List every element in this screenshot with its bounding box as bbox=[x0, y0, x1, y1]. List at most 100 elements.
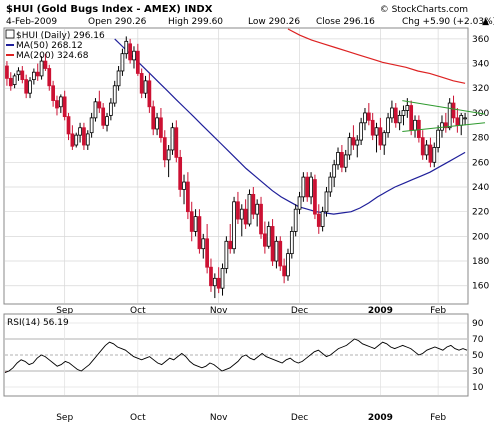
chg-up-arrow-icon: ▲ bbox=[482, 17, 489, 27]
candle bbox=[424, 144, 429, 156]
summary-low: Low 290.26 bbox=[248, 17, 300, 27]
candle bbox=[347, 137, 352, 156]
candle bbox=[47, 68, 52, 87]
candle bbox=[447, 102, 452, 129]
rsi-x-tick-Feb: Feb bbox=[430, 413, 446, 423]
candle bbox=[155, 117, 159, 130]
price-y-tick-260: 260 bbox=[472, 158, 489, 168]
candle bbox=[224, 240, 229, 269]
candle bbox=[43, 60, 48, 69]
candle bbox=[32, 71, 36, 81]
candle bbox=[351, 137, 356, 146]
candle bbox=[263, 233, 267, 247]
price-x-tick-Feb: Feb bbox=[430, 306, 446, 316]
candle bbox=[340, 152, 344, 168]
price-x-tick-Sep: Sep bbox=[56, 306, 73, 316]
candle bbox=[320, 211, 325, 227]
trendline-1 bbox=[402, 122, 486, 132]
summary-chg: Chg +5.90 (+2.03%) bbox=[402, 17, 494, 27]
candle bbox=[170, 127, 175, 151]
candle bbox=[132, 50, 136, 61]
candle bbox=[239, 208, 244, 220]
candle bbox=[374, 127, 379, 136]
candle bbox=[413, 119, 417, 131]
candle bbox=[197, 216, 202, 250]
candle bbox=[186, 181, 190, 213]
summary-close: Close 296.16 bbox=[316, 17, 375, 27]
candle bbox=[382, 132, 387, 146]
candle bbox=[128, 43, 132, 61]
candle bbox=[359, 122, 363, 141]
candle bbox=[109, 102, 113, 116]
price-x-tick-Nov: Nov bbox=[210, 306, 228, 316]
candle bbox=[278, 240, 283, 267]
rsi-y-tick-70: 70 bbox=[472, 335, 484, 345]
rsi-y-tick-90: 90 bbox=[472, 319, 484, 329]
candle bbox=[401, 110, 406, 116]
candle bbox=[70, 133, 75, 147]
candle bbox=[20, 70, 25, 81]
summary-high: High 299.60 bbox=[168, 17, 223, 27]
rsi-series bbox=[4, 338, 468, 374]
candle bbox=[105, 116, 109, 126]
candle bbox=[112, 85, 117, 104]
candle bbox=[120, 53, 125, 72]
candle bbox=[201, 238, 206, 250]
candle bbox=[247, 193, 252, 225]
candle bbox=[324, 191, 329, 213]
candle bbox=[212, 277, 217, 287]
candle bbox=[440, 122, 444, 131]
candle bbox=[93, 101, 98, 119]
candle bbox=[209, 266, 213, 287]
candle bbox=[89, 117, 94, 134]
candle bbox=[309, 176, 313, 198]
price-panel bbox=[3, 27, 469, 305]
candle bbox=[443, 122, 448, 129]
candle bbox=[205, 238, 209, 268]
candle bbox=[12, 75, 17, 85]
candle bbox=[8, 77, 13, 87]
candle bbox=[228, 240, 233, 250]
candle bbox=[220, 268, 225, 289]
summary-open: Open 290.26 bbox=[88, 17, 147, 27]
candle bbox=[451, 102, 456, 119]
price-y-tick-240: 240 bbox=[472, 183, 489, 193]
candle bbox=[16, 70, 21, 76]
rsi-x-tick-Oct: Oct bbox=[130, 413, 146, 423]
ma200-line bbox=[287, 28, 466, 84]
candle bbox=[286, 253, 290, 277]
candle bbox=[343, 154, 348, 168]
candle bbox=[355, 139, 360, 146]
candle bbox=[436, 129, 440, 148]
candle bbox=[266, 226, 271, 247]
candle bbox=[55, 100, 59, 109]
candle bbox=[232, 201, 236, 250]
candle bbox=[316, 213, 321, 227]
candle bbox=[243, 208, 248, 225]
rsi-x-tick-Sep: Sep bbox=[56, 413, 73, 423]
legend-ma200: MA(200) 324.68 bbox=[16, 51, 89, 61]
price-x-tick-2009: 2009 bbox=[368, 306, 393, 316]
candle bbox=[270, 226, 275, 262]
candle bbox=[332, 164, 337, 178]
price-x-tick-Oct: Oct bbox=[130, 306, 146, 316]
price-y-tick-180: 180 bbox=[472, 257, 489, 267]
ma50-series bbox=[114, 38, 466, 215]
rsi-y-tick-10: 10 bbox=[472, 383, 484, 393]
rsi-y-tick-30: 30 bbox=[472, 367, 484, 377]
candle bbox=[166, 149, 171, 161]
candle bbox=[282, 265, 286, 277]
candle bbox=[162, 137, 167, 161]
candle bbox=[97, 101, 102, 109]
candle bbox=[82, 127, 86, 146]
candle bbox=[147, 80, 152, 108]
candle bbox=[378, 127, 383, 146]
candle bbox=[274, 240, 279, 262]
candle bbox=[39, 60, 44, 77]
candle bbox=[393, 107, 398, 124]
chart-date: 4-Feb-2009 bbox=[6, 17, 57, 27]
candle bbox=[417, 119, 421, 139]
candle bbox=[178, 156, 183, 190]
